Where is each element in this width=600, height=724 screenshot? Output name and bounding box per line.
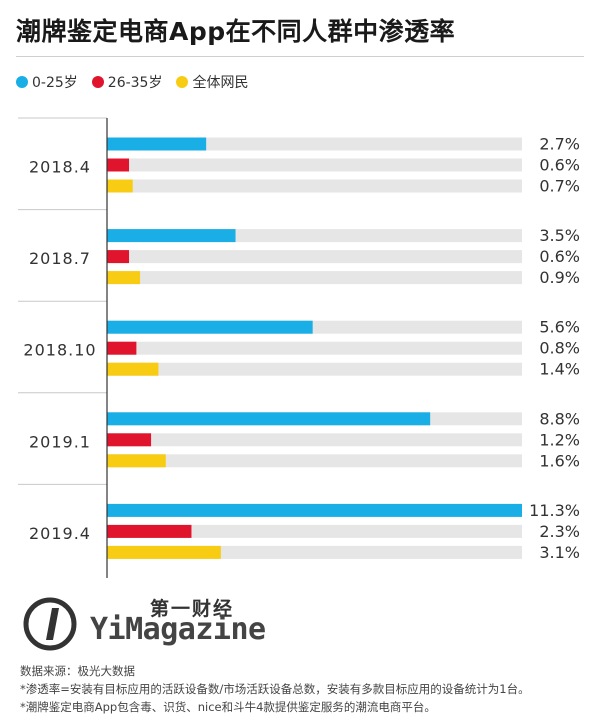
bar-track (107, 158, 522, 172)
bar-chart: 2018.4 2.7% 0.6% 0.7% 2018.7 3.5% 0.6% 0.9% 2018… (18, 117, 580, 578)
bar-all-netizens (107, 362, 159, 376)
brand-english-name: YiMagazine (90, 612, 266, 647)
value-label: 0.6% (539, 156, 580, 175)
legend-swatch-26-35 (91, 76, 104, 88)
category-label: 2018.4 (29, 158, 91, 177)
bar-age-0-25 (107, 412, 431, 426)
value-label: 3.1% (539, 543, 580, 562)
data-source-note: 数据来源：极光大数据 (20, 664, 135, 678)
bar-track (107, 137, 522, 151)
footnotes: 数据来源：极光大数据 *渗透率=安装有目标应用的活跃设备数/市场活跃设备总数，安… (20, 662, 530, 716)
legend-item-all-netizens: 全体网民 (176, 72, 248, 92)
bar-all-netizens (107, 454, 166, 468)
bar-track (107, 341, 522, 355)
category-label: 2019.1 (29, 432, 91, 451)
value-label: 3.5% (539, 226, 580, 245)
value-label: 1.2% (539, 430, 580, 449)
bar-age-0-25 (107, 229, 236, 243)
value-label: 1.6% (539, 451, 580, 470)
legend: 0-25岁 26-35岁 全体网民 (16, 72, 248, 92)
bar-track (107, 179, 522, 193)
bar-track (107, 524, 522, 538)
bar-age-26-35 (107, 341, 137, 355)
bar-all-netizens (107, 179, 133, 193)
category-label: 2019.4 (29, 524, 91, 543)
bar-track (107, 362, 522, 376)
legend-swatch-all-netizens (176, 76, 189, 88)
legend-item-0-25: 0-25岁 (16, 72, 78, 92)
chart-title: 潮牌鉴定电商App在不同人群中渗透率 (16, 17, 456, 46)
category-label: 2018.7 (29, 249, 91, 268)
bar-age-26-35 (107, 250, 130, 264)
bar-age-0-25 (107, 503, 522, 517)
legend-label-26-35: 26-35岁 (107, 75, 163, 91)
value-label: 0.6% (539, 247, 580, 266)
bar-all-netizens (107, 545, 221, 559)
bar-age-26-35 (107, 524, 192, 538)
bar-track (107, 250, 522, 264)
bar-age-0-25 (107, 320, 313, 334)
value-label: 0.8% (539, 339, 580, 358)
bar-track (107, 454, 522, 468)
value-label: 2.7% (539, 135, 580, 154)
value-label: 1.4% (539, 360, 580, 379)
value-label: 0.7% (539, 177, 580, 196)
bar-age-26-35 (107, 158, 130, 172)
yimagazine-logo-icon (23, 597, 77, 651)
value-label: 0.9% (539, 268, 580, 287)
value-label: 2.3% (539, 522, 580, 541)
brand-chinese-name: 第一财经 (150, 598, 235, 620)
legend-item-26-35: 26-35岁 (91, 72, 163, 92)
penetration-definition-note: *渗透率=安装有目标应用的活跃设备数/市场活跃设备总数，安装有多款目标应用的设备… (20, 682, 530, 696)
legend-label-all-netizens: 全体网民 (192, 75, 249, 91)
value-label: 11.3% (529, 501, 580, 520)
category-label: 2018.10 (23, 341, 96, 360)
bar-all-netizens (107, 271, 141, 285)
value-label: 5.6% (539, 318, 580, 337)
bar-track (107, 433, 522, 447)
value-label: 8.8% (539, 409, 580, 428)
title-divider (16, 56, 584, 57)
legend-label-0-25: 0-25岁 (32, 75, 78, 91)
legend-swatch-0-25 (16, 76, 28, 88)
bar-age-0-25 (107, 137, 207, 151)
bar-age-26-35 (107, 433, 152, 447)
app-scope-note: *潮牌鉴定电商App包含毒、识货、nice和斗牛4款提供鉴定服务的潮流电商平台。 (20, 700, 436, 714)
bar-track (107, 271, 522, 285)
